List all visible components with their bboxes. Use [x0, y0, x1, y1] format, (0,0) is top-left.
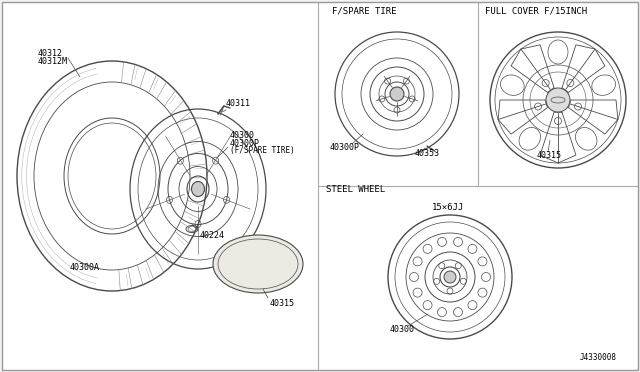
Text: 40353: 40353 [415, 150, 440, 158]
Text: 40300P: 40300P [230, 138, 260, 148]
Text: 40315: 40315 [270, 299, 295, 308]
Text: 40300A: 40300A [70, 263, 100, 272]
Text: F/SPARE TIRE: F/SPARE TIRE [332, 6, 397, 16]
Text: 40300P: 40300P [330, 144, 360, 153]
Text: STEEL WHEEL: STEEL WHEEL [326, 186, 385, 195]
Text: 15×6JJ: 15×6JJ [432, 202, 464, 212]
Text: 40311: 40311 [226, 99, 251, 109]
Ellipse shape [213, 235, 303, 293]
Text: 40300: 40300 [230, 131, 255, 140]
Ellipse shape [191, 182, 205, 196]
Text: (F/SPARE TIRE): (F/SPARE TIRE) [230, 147, 295, 155]
Text: 40312: 40312 [38, 49, 63, 58]
Text: J4330008: J4330008 [580, 353, 617, 362]
Text: 40315: 40315 [537, 151, 562, 160]
Circle shape [444, 271, 456, 283]
Text: 40224: 40224 [200, 231, 225, 240]
Text: 40300: 40300 [390, 326, 415, 334]
Text: FULL COVER F/15INCH: FULL COVER F/15INCH [485, 6, 587, 16]
Text: 40312M: 40312M [38, 58, 68, 67]
Circle shape [546, 88, 570, 112]
Circle shape [390, 87, 404, 101]
